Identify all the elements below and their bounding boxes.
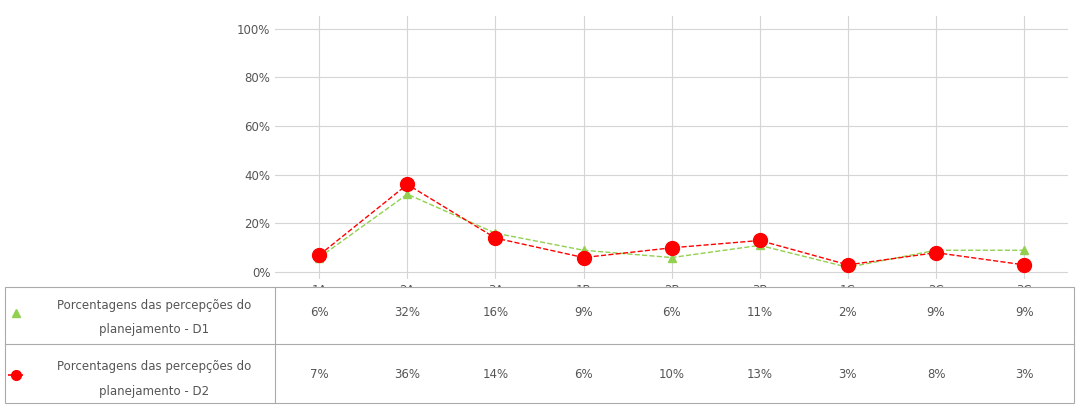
Text: 7%: 7% [310,368,328,381]
Text: planejamento - D2: planejamento - D2 [98,385,209,398]
Text: 6%: 6% [310,306,328,319]
Text: 6%: 6% [574,368,592,381]
Text: 9%: 9% [1015,306,1034,319]
Text: 32%: 32% [394,306,421,319]
Text: 8%: 8% [927,368,945,381]
Text: 9%: 9% [927,306,945,319]
Text: 16%: 16% [482,306,508,319]
FancyBboxPatch shape [5,287,1074,403]
Text: 14%: 14% [482,368,508,381]
Text: 13%: 13% [747,368,773,381]
Text: 10%: 10% [658,368,685,381]
Text: 6%: 6% [663,306,681,319]
Text: 11%: 11% [747,306,773,319]
Text: planejamento - D1: planejamento - D1 [98,323,209,336]
Text: 36%: 36% [394,368,421,381]
Text: 3%: 3% [838,368,857,381]
Text: 2%: 2% [838,306,857,319]
Text: 9%: 9% [574,306,592,319]
Text: Porcentagens das percepções do: Porcentagens das percepções do [56,360,251,373]
Text: Porcentagens das percepções do: Porcentagens das percepções do [56,299,251,312]
Text: 3%: 3% [1015,368,1034,381]
